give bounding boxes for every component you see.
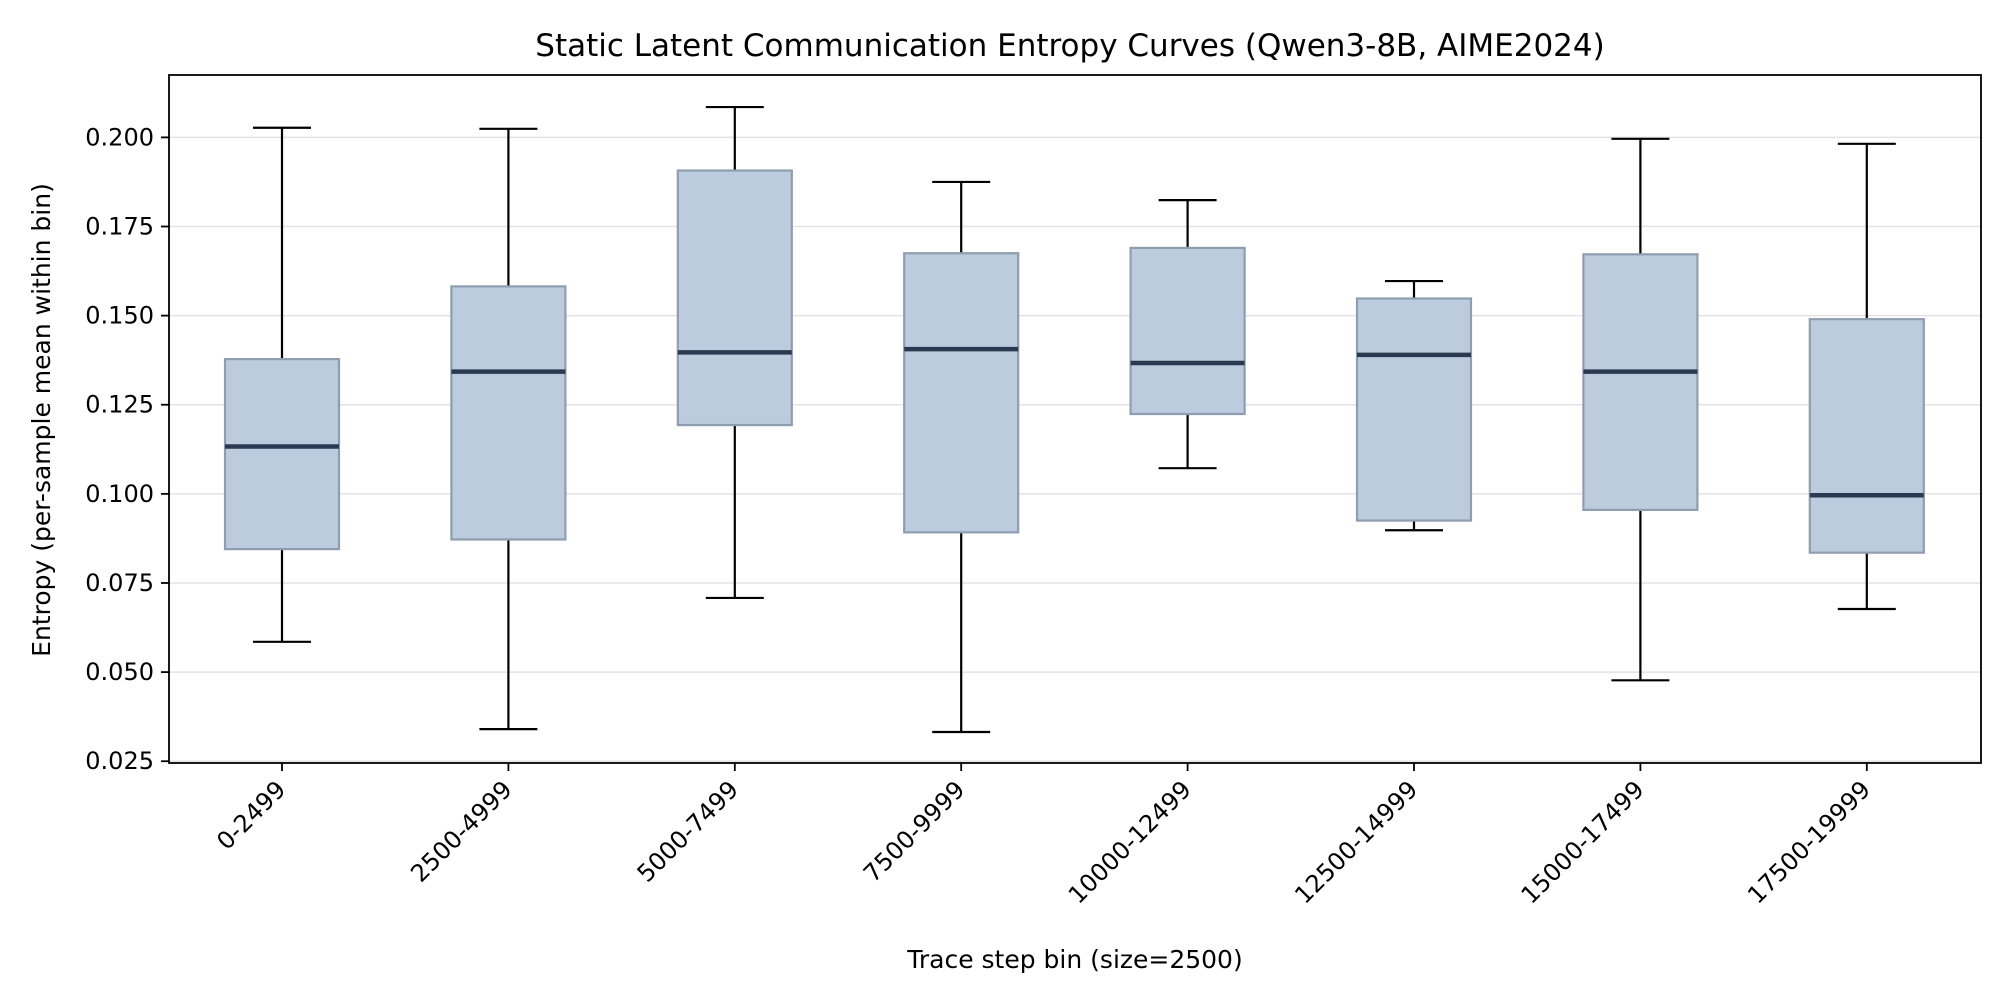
- interquartile-box: [1355, 297, 1473, 522]
- y-tick-label: 0.025: [85, 747, 154, 775]
- x-tick-label: 15000-17499: [1516, 775, 1650, 909]
- x-axis-ticks: 0-2499 2500-4999 5000-7499 7500-9999 10000-1…: [211, 763, 1876, 909]
- grid-lines: [169, 136, 1981, 762]
- x-tick-label: 2500-4999: [405, 775, 517, 887]
- x-tick-label: 5000-7499: [632, 775, 744, 887]
- box-17500-19999: [1808, 142, 1925, 611]
- box-2500-4999: [450, 127, 567, 731]
- y-tick-label: 0.200: [85, 123, 154, 151]
- y-tick-label: 0.150: [85, 302, 154, 330]
- box-7500-9999: [903, 180, 1020, 734]
- chart-title: Static Latent Communication Entropy Curv…: [535, 28, 1604, 64]
- box-15000-17499: [1582, 137, 1699, 682]
- y-tick-label: 0.175: [85, 213, 154, 241]
- box-5000-7499: [676, 105, 793, 600]
- interquartile-box: [1582, 253, 1699, 512]
- box-series: [223, 105, 1925, 734]
- y-tick-label: 0.075: [85, 569, 154, 597]
- box-0-2499: [223, 126, 341, 643]
- x-tick-label: 0-2499: [211, 775, 291, 855]
- y-axis-ticks: 0.025 0.050 0.075 0.100 0.125 0.150 0.175 0.200: [85, 123, 169, 775]
- x-axis-label: Trace step bin (size=2500): [906, 945, 1242, 974]
- interquartile-box: [223, 358, 341, 551]
- y-axis-label: Entropy (per-sample mean within bin): [27, 183, 56, 657]
- interquartile-box: [1808, 318, 1925, 554]
- interquartile-box: [903, 252, 1020, 534]
- interquartile-box: [676, 169, 793, 427]
- interquartile-box: [450, 285, 567, 541]
- y-tick-label: 0.100: [85, 480, 154, 508]
- x-tick-label: 12500-14999: [1289, 775, 1423, 909]
- x-tick-label: 10000-12499: [1063, 775, 1197, 909]
- x-tick-label: 17500-19999: [1742, 775, 1876, 909]
- y-tick-label: 0.050: [85, 658, 154, 686]
- interquartile-box: [1129, 246, 1246, 416]
- box-12500-14999: [1355, 279, 1473, 532]
- box-10000-12499: [1129, 199, 1246, 470]
- plot-frame: [168, 74, 1982, 764]
- y-tick-label: 0.125: [85, 391, 154, 419]
- x-tick-label: 7500-9999: [858, 775, 970, 887]
